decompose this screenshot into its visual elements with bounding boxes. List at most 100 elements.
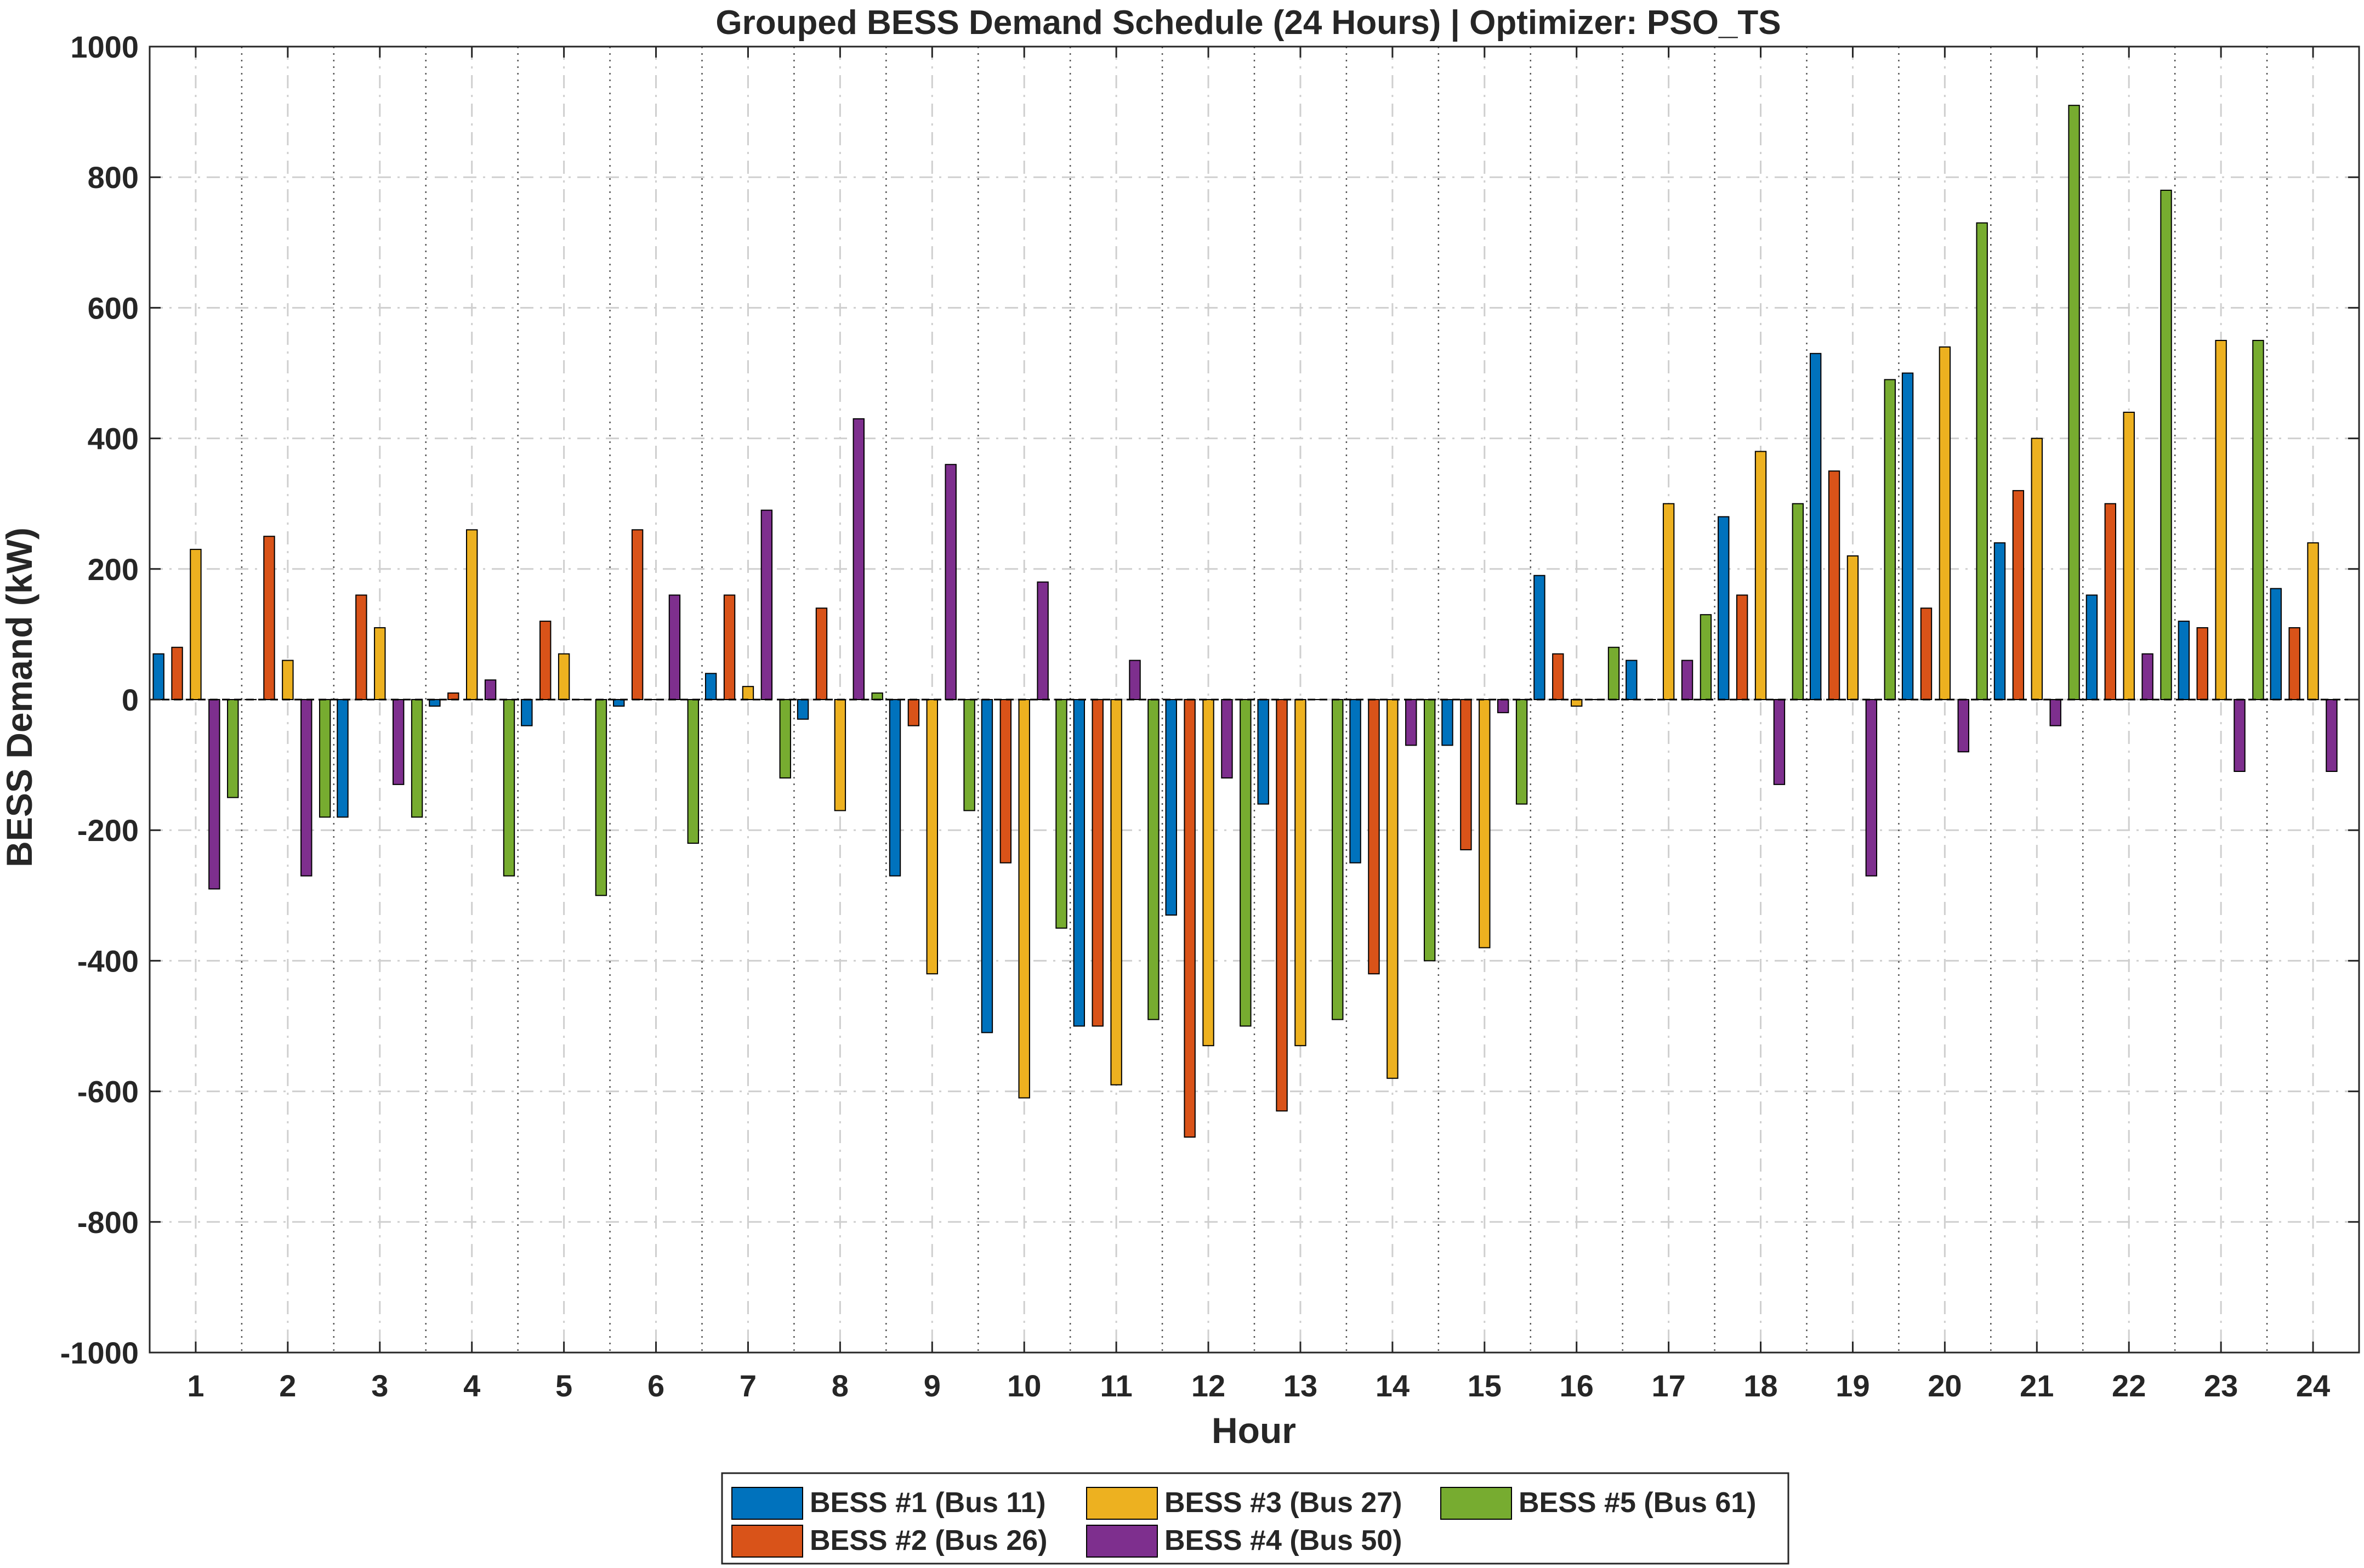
bar — [613, 699, 625, 707]
x-tick-label: 24 — [2296, 1368, 2330, 1403]
bar — [503, 699, 515, 877]
bar — [1055, 699, 1067, 929]
bar — [1865, 699, 1878, 877]
x-tick-label: 20 — [1928, 1368, 1962, 1403]
bar — [484, 679, 497, 701]
bar — [2141, 653, 2153, 701]
bar — [2104, 503, 2117, 700]
x-tick-label: 11 — [1100, 1368, 1133, 1403]
bar — [1202, 699, 1214, 1047]
bar — [853, 418, 865, 700]
x-tick-label: 21 — [2020, 1368, 2054, 1403]
bar — [227, 699, 239, 798]
bar — [1901, 372, 1914, 700]
bar — [1884, 379, 1896, 700]
legend-label: BESS #1 (Bus 11) — [810, 1487, 1046, 1519]
bar — [1662, 503, 1675, 700]
bar — [1349, 699, 1361, 863]
y-tick-label: 200 — [88, 552, 139, 587]
bar — [1736, 594, 1748, 700]
bar — [1129, 660, 1141, 701]
bar — [1332, 699, 1344, 1020]
bar — [871, 692, 883, 700]
bar — [945, 464, 957, 700]
bar — [1240, 699, 1252, 1027]
y-tick-label: -600 — [77, 1075, 139, 1109]
bar — [1920, 607, 1933, 701]
bar — [1368, 699, 1380, 975]
bar — [1386, 699, 1399, 1079]
x-tick-label: 2 — [279, 1368, 296, 1403]
bar — [723, 594, 736, 700]
y-tick-label: -800 — [77, 1205, 139, 1240]
bar — [1552, 653, 1564, 701]
bar — [2031, 438, 2043, 700]
x-tick-label: 5 — [555, 1368, 572, 1403]
bar — [1533, 575, 1545, 700]
bar — [300, 699, 312, 877]
bar — [447, 692, 459, 700]
bar — [1939, 346, 1951, 700]
bar — [1092, 699, 1104, 1027]
x-tick-label: 12 — [1191, 1368, 1225, 1403]
y-tick-label: 0 — [122, 683, 139, 717]
bar — [2270, 588, 2282, 701]
bar — [2288, 627, 2300, 700]
x-tick-label: 3 — [371, 1368, 388, 1403]
bar — [2215, 339, 2227, 700]
bar — [2049, 699, 2061, 726]
legend-swatch — [1086, 1487, 1158, 1520]
bar — [1147, 699, 1160, 1020]
bar — [1184, 699, 1196, 1138]
bar — [1276, 699, 1288, 1112]
bar — [2234, 699, 2246, 772]
bar — [2123, 411, 2135, 700]
bar — [558, 653, 570, 701]
bar — [1479, 699, 1491, 948]
x-tick-label: 1 — [187, 1368, 204, 1403]
x-axis-label: Hour — [1212, 1410, 1296, 1451]
bar — [760, 509, 773, 700]
bar — [999, 699, 1012, 863]
legend-label: BESS #4 (Bus 50) — [1164, 1525, 1402, 1556]
bar — [2160, 190, 2172, 700]
bar — [1976, 222, 1988, 700]
bar — [1571, 699, 1583, 707]
bar — [1165, 699, 1177, 916]
bar — [926, 699, 938, 975]
x-tick-label: 10 — [1007, 1368, 1041, 1403]
x-tick-label: 8 — [832, 1368, 849, 1403]
bar — [1037, 581, 1049, 700]
bar — [1221, 699, 1233, 779]
x-tick-label: 9 — [924, 1368, 941, 1403]
bar — [1957, 699, 1969, 753]
bar — [1257, 699, 1269, 805]
legend-swatch — [1440, 1487, 1512, 1520]
bar — [834, 699, 846, 811]
bar — [411, 699, 423, 818]
bar — [687, 699, 700, 844]
bar — [2068, 105, 2080, 701]
bar — [429, 699, 441, 707]
bar — [539, 621, 552, 700]
x-tick-label: 4 — [463, 1368, 480, 1403]
bar — [374, 627, 386, 700]
bar — [2178, 621, 2190, 700]
bar — [815, 607, 828, 701]
bar — [1754, 451, 1767, 700]
bar — [1846, 555, 1859, 700]
legend-swatch — [731, 1525, 803, 1558]
legend-swatch — [731, 1487, 803, 1520]
y-tick-label: -400 — [77, 944, 139, 978]
bar — [907, 699, 920, 726]
bar — [704, 673, 717, 700]
x-tick-label: 22 — [2112, 1368, 2146, 1403]
x-tick-label: 7 — [740, 1368, 757, 1403]
legend-label: BESS #5 (Bus 61) — [1519, 1487, 1757, 1519]
bar — [1792, 503, 1804, 700]
bar — [1515, 699, 1528, 805]
bar — [2307, 542, 2319, 700]
bar — [1828, 470, 1840, 701]
